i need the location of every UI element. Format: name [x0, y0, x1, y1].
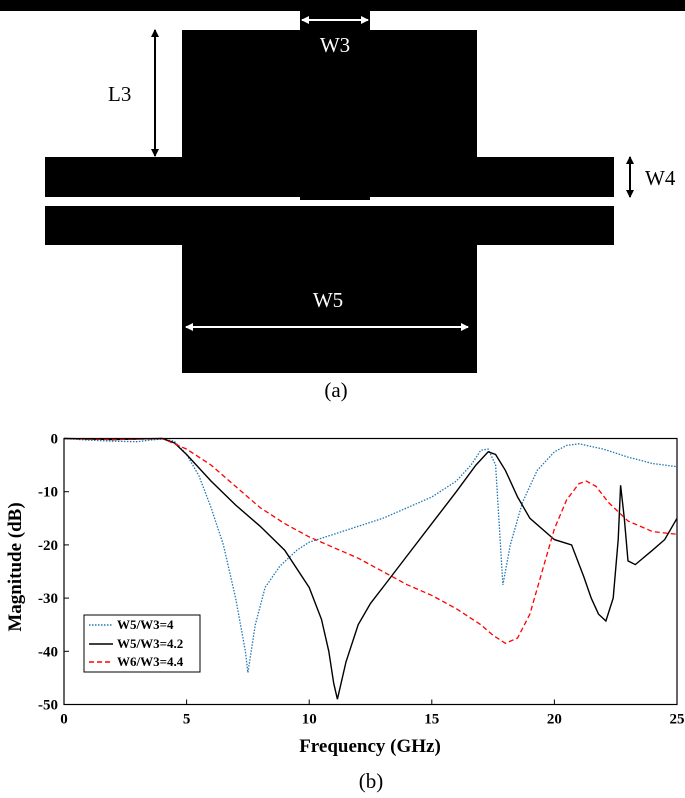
x-tick-label: 20: [547, 712, 562, 728]
w5-label: W5: [313, 288, 343, 312]
x-tick-label: 5: [183, 712, 191, 728]
caption-b: (b): [359, 769, 384, 793]
lower-coupled-line: [45, 206, 614, 245]
layout-figure: W3 L3 W4 W5 (a): [0, 0, 685, 402]
y-tick-label: 0: [51, 432, 59, 448]
w4-label: W4: [645, 166, 676, 190]
x-axis-label: Frequency (GHz): [299, 736, 441, 757]
caption-a: (a): [324, 378, 347, 402]
y-tick-label: -50: [38, 698, 58, 714]
upper-coupled-line: [45, 157, 614, 197]
legend-label-w5-w3-4.2: W5/W3=4.2: [117, 636, 183, 651]
upper-stub-gap-right: [370, 197, 614, 206]
plot-series: [64, 437, 678, 700]
l3-label: L3: [108, 82, 131, 106]
y-tick-label: -30: [38, 591, 58, 607]
legend-label-w6-w3-4.4: W6/W3=4.4: [117, 654, 184, 669]
series-line-w5-w3-4: [64, 437, 678, 673]
upper-stub-gap-left: [45, 197, 300, 206]
x-tick-label: 10: [302, 712, 317, 728]
legend: W5/W3=4 W5/W3=4.2 W6/W3=4.4: [83, 614, 201, 673]
legend-label-w5-w3-4: W5/W3=4: [117, 617, 174, 632]
series-line-w6-w3-4.4: [64, 437, 678, 645]
y-axis-label: Magnitude (dB): [5, 502, 26, 631]
y-tick-label: -20: [38, 538, 58, 554]
axis-ticks: 0 5 10 15 20 25 0 -10 -20 -30 -40 -50: [38, 432, 685, 728]
top-feed-line: [300, 0, 370, 31]
plot-frame: [63, 437, 678, 706]
y-tick-label: -40: [38, 644, 58, 660]
x-tick-label: 15: [424, 712, 439, 728]
x-tick-label: 0: [60, 712, 68, 728]
y-tick-label: -10: [38, 485, 58, 501]
w3-label: W3: [320, 33, 350, 57]
x-tick-label: 25: [670, 712, 685, 728]
response-plot: 0 5 10 15 20 25 0 -10 -20 -30 -40 -50 Frequency (GH…: [5, 432, 685, 794]
series-line-w5-w3-4.2: [64, 437, 678, 700]
lower-resonator: [182, 245, 477, 373]
